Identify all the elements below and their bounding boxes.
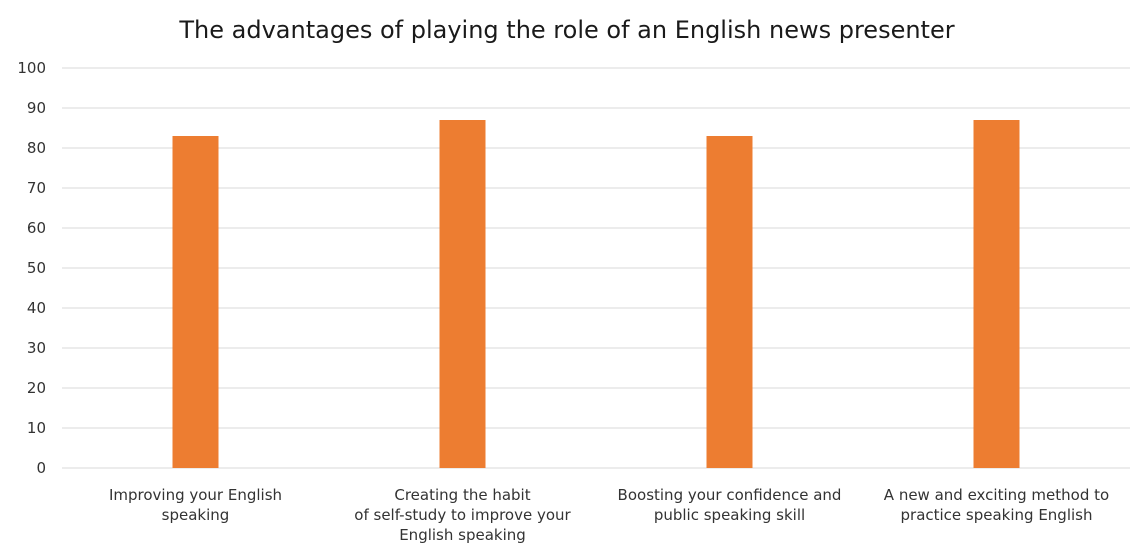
x-tick-label-line: Improving your English [109,486,282,504]
x-tick-label: A new and exciting method to practice spe… [884,486,1109,524]
y-tick-label: 10 [27,419,46,437]
bar [439,120,486,468]
x-tick-label-line: English speaking [399,526,526,544]
x-tick-label: Creating the habit of self-study to impro… [354,486,571,544]
chart-title: The advantages of playing the role of an… [178,16,954,44]
bar [973,120,1020,468]
y-tick-label: 30 [27,339,46,357]
x-tick-label-line: A new and exciting method to [884,486,1109,504]
x-tick-label-line: practice speaking English [901,506,1093,524]
x-tick-label-line: Boosting your confidence and [618,486,842,504]
bar [706,136,753,468]
bar [172,136,219,468]
y-tick-label: 50 [27,259,46,277]
x-tick-label: Boosting your confidence and public speak… [618,486,842,524]
y-tick-label: 100 [17,59,46,77]
x-tick-label-line: Creating the habit [394,486,530,504]
y-tick-label: 80 [27,139,46,157]
gridlines [62,67,1130,469]
bars [172,120,1020,468]
x-tick-label: Improving your English speaking [109,486,282,524]
x-tick-label-line: of self-study to improve your [354,506,571,524]
x-tick-label-line: public speaking skill [654,506,805,524]
y-tick-label: 70 [27,179,46,197]
y-tick-label: 0 [36,459,46,477]
y-tick-label: 60 [27,219,46,237]
x-tick-label-line: speaking [162,506,230,524]
y-tick-label: 40 [27,299,46,317]
y-tick-label: 90 [27,99,46,117]
y-tick-label: 20 [27,379,46,397]
y-axis: 0 10 20 30 40 50 60 70 80 90 100 [17,59,46,477]
x-axis: Improving your English speaking Creating t… [109,486,1109,544]
